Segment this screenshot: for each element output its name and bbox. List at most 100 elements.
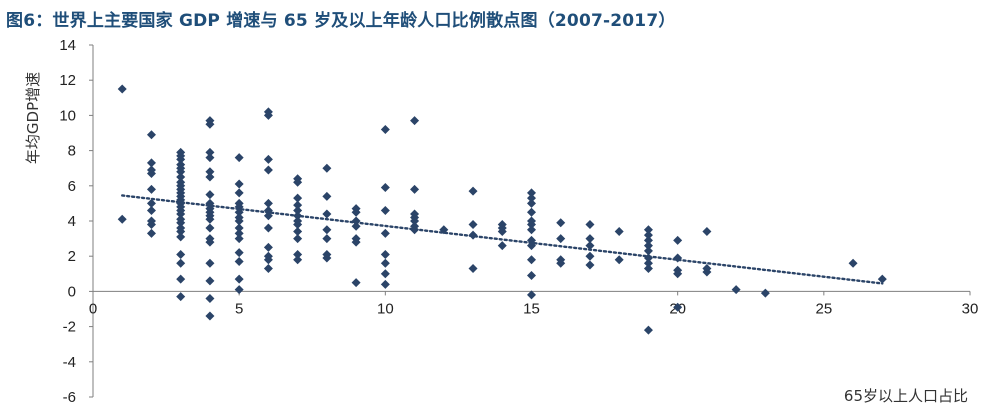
- data-point: [205, 153, 215, 163]
- data-point: [176, 292, 186, 302]
- data-point: [263, 211, 273, 221]
- data-point: [614, 255, 624, 265]
- data-point: [380, 228, 390, 238]
- data-point: [527, 271, 536, 281]
- data-point: [410, 216, 420, 226]
- data-point: [263, 110, 273, 120]
- chart-title: 图6：世界上主要国家 GDP 增速与 65 岁及以上年龄人口比例散点图（2007…: [6, 11, 676, 31]
- x-tick-label: 15: [523, 300, 540, 317]
- data-point: [497, 241, 507, 251]
- data-point: [527, 198, 536, 208]
- data-point: [643, 264, 653, 274]
- data-point: [351, 237, 361, 247]
- data-point: [263, 198, 273, 208]
- trend-line: [121, 194, 884, 285]
- data-point: [117, 84, 127, 94]
- data-point: [351, 221, 361, 231]
- data-point: [234, 223, 244, 233]
- data-point: [293, 220, 303, 230]
- y-axis-title: 年均GDP增速: [24, 72, 42, 164]
- data-point: [293, 227, 303, 237]
- data-point: [146, 205, 156, 215]
- data-point: [351, 278, 361, 288]
- data-point: [234, 202, 244, 212]
- data-point: [234, 274, 244, 284]
- data-point: [673, 235, 683, 245]
- data-point: [322, 234, 332, 244]
- data-point: [351, 207, 361, 217]
- data-point: [527, 235, 536, 245]
- data-point: [702, 227, 712, 237]
- data-point: [468, 264, 478, 274]
- x-tick-label: 0: [89, 300, 97, 317]
- data-point: [673, 253, 683, 263]
- data-point: [760, 288, 770, 298]
- data-point: [527, 225, 536, 235]
- data-point: [643, 235, 653, 245]
- data-point: [527, 207, 536, 217]
- data-point: [234, 188, 244, 198]
- data-point: [293, 193, 303, 203]
- y-tick-label: -6: [63, 389, 76, 406]
- data-point: [176, 172, 186, 182]
- data-point: [731, 285, 741, 295]
- data-point: [293, 234, 303, 244]
- data-point: [146, 228, 156, 238]
- data-point: [293, 200, 303, 210]
- data-point: [234, 228, 244, 238]
- data-point: [205, 214, 215, 224]
- data-point: [176, 249, 186, 259]
- data-point: [468, 220, 478, 230]
- data-point: [527, 255, 536, 265]
- data-point: [322, 163, 332, 173]
- y-tick-label: 0: [68, 283, 76, 300]
- data-point: [234, 153, 244, 163]
- data-point: [205, 172, 215, 182]
- data-point: [673, 269, 683, 279]
- data-point: [439, 225, 449, 235]
- data-point: [293, 211, 303, 221]
- data-point: [527, 290, 536, 300]
- data-point: [380, 124, 390, 134]
- data-point: [380, 249, 390, 259]
- data-point: [527, 188, 536, 198]
- data-point: [234, 234, 244, 244]
- data-point: [877, 274, 887, 284]
- data-point: [643, 325, 653, 335]
- data-point: [205, 167, 215, 177]
- data-point: [410, 184, 420, 194]
- data-point: [322, 225, 332, 235]
- data-point: [176, 258, 186, 268]
- data-point: [556, 234, 566, 244]
- y-tick-label: 2: [68, 248, 76, 265]
- data-point: [234, 179, 244, 189]
- data-point: [702, 267, 712, 277]
- data-point: [205, 276, 215, 286]
- data-point: [263, 165, 273, 175]
- data-point: [146, 168, 156, 178]
- data-point: [146, 158, 156, 168]
- data-point: [263, 223, 273, 233]
- y-tick-label: 10: [59, 107, 76, 124]
- data-point: [176, 167, 186, 177]
- data-point: [527, 241, 536, 251]
- data-point: [468, 230, 478, 240]
- data-point: [205, 147, 215, 157]
- data-point: [263, 264, 273, 274]
- data-point: [614, 227, 624, 237]
- data-point: [322, 209, 332, 219]
- data-point: [293, 255, 303, 265]
- data-points: [117, 84, 887, 335]
- data-point: [205, 190, 215, 200]
- data-point: [234, 216, 244, 226]
- data-point: [117, 214, 127, 224]
- data-point: [468, 186, 478, 196]
- data-point: [643, 258, 653, 268]
- x-tick-label: 10: [377, 300, 394, 317]
- y-tick-label: 14: [59, 37, 76, 54]
- data-point: [263, 205, 273, 215]
- x-tick-label: 25: [815, 300, 832, 317]
- data-point: [234, 285, 244, 295]
- data-point: [380, 258, 390, 268]
- data-point: [146, 130, 156, 140]
